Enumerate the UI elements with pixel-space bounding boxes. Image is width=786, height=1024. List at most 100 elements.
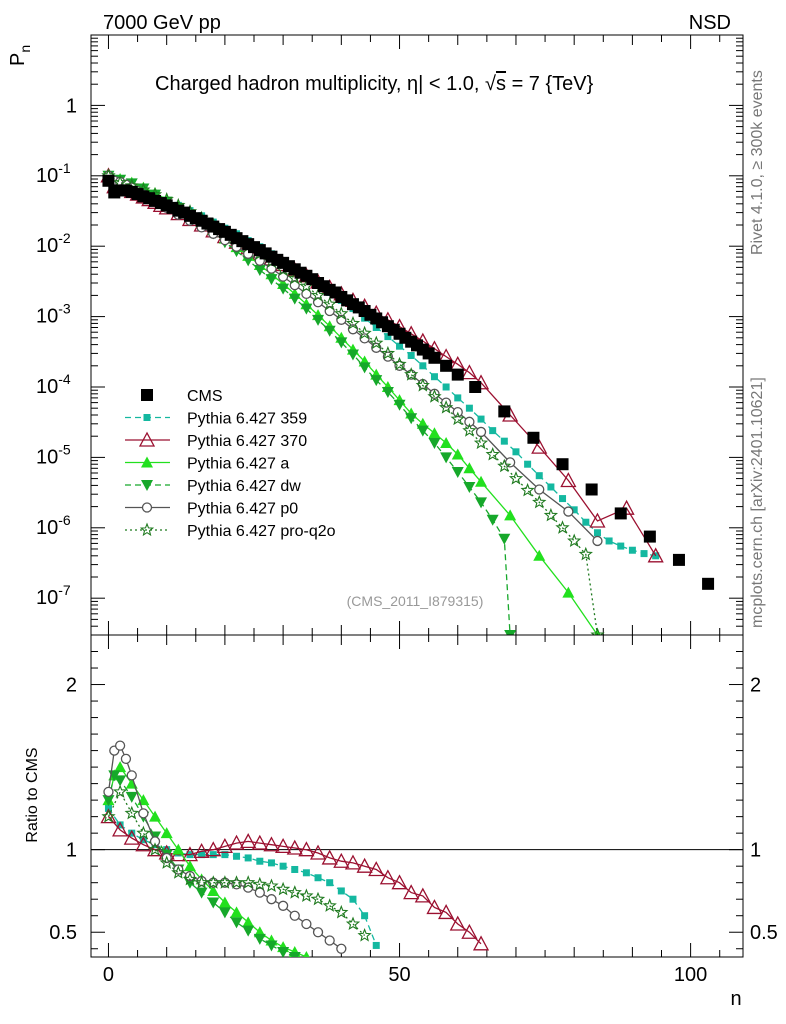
top-point-pdw-68 [498,533,511,545]
top-point-pa-84 [594,629,601,635]
bottom-point-pdw-30 [277,947,290,957]
bottom-point-p370-6 [135,836,152,852]
top-point-pa-64 [475,475,488,487]
plot-title: Charged hadron multiplicity, η| < 1.0, √… [155,73,594,95]
bottom-point-pp0-32 [289,910,300,921]
tick-base: 10 [36,165,58,187]
bottom-point-ppq2o-18 [206,875,221,889]
top-point-pa-79 [562,586,575,598]
bottom-point-p370-38 [321,849,338,865]
bottom-point-pp0-14 [184,870,196,882]
top-point-cms-73 [527,431,540,444]
bottom-point-pa-8 [149,810,162,822]
top-point-ppq2o-60 [450,411,465,426]
top-point-p370-94 [647,547,664,563]
bottom-point-p370-64 [472,935,490,951]
top-point-pdw-28 [265,274,278,286]
bottom-point-p370-32 [286,839,303,855]
top-point-pdw-34 [300,303,313,315]
bottom-point-p370-50 [391,874,408,890]
bottom-point-p359-46 [372,941,380,949]
top-point-pa-58 [440,437,453,449]
top-point-ppq2o-56 [427,389,442,403]
top-point-p359-48 [384,333,392,341]
top-point-ppq2o-80 [567,533,582,547]
top-series-p370 [100,167,664,563]
bottom-point-p359-20 [221,851,229,859]
bottom-point-ppq2o-2 [112,784,128,798]
bottom-point-ppq2o-4 [124,805,139,820]
legend-entry-ppq2o: Pythia 6.427 pro-q2o [125,522,336,540]
bottom-point-pdw-28 [265,940,278,952]
top-point-pdw-56 [428,438,441,450]
bottom-point-p370-24 [240,833,257,849]
ratio-tick-label-right-2: 2 [750,675,761,697]
bottom-point-pp0-8 [149,836,161,847]
legend-marker-p370 [138,431,156,447]
top-point-ppq2o-66 [485,446,500,461]
top-point-pdw-46 [370,375,383,387]
mcplots-label: mcplots.cern.ch [arXiv:2401.10621] [749,377,766,628]
top-point-p359-50 [396,342,404,350]
x-tick-labels: 0 50 100 [103,964,707,986]
top-point-ppq2o-70 [508,471,524,485]
top-point-p359-60 [454,394,462,402]
top-point-pdw-69 [504,630,517,635]
legend-label-pa: Pythia 6.427 a [187,456,289,473]
top-line-pa [108,175,599,635]
bottom-point-pdw-22 [230,917,243,929]
x-axis-label: n [730,988,741,1010]
bottom-point-pa-20 [218,896,231,908]
bottom-point-ppq2o-42 [345,916,361,931]
bottom-point-p359-40 [337,887,345,895]
top-point-ppq2o-76 [543,507,559,522]
top-point-cms-58 [440,359,453,372]
ratio-tick-label-0.5: 0.5 [49,922,77,944]
top-point-pdw-64 [475,497,488,509]
top-point-p359-84 [593,529,601,537]
top-point-p359-80 [570,506,578,514]
top-y-tick-label--6: 10-6 [36,512,71,539]
bottom-point-p370-42 [344,854,362,870]
bottom-point-pp0-26 [254,887,265,898]
bottom-point-pdw-4 [125,791,138,803]
bottom-point-pdw-0 [102,795,115,807]
bottom-point-p370-44 [356,857,373,873]
top-point-pa-69 [504,509,517,521]
top-point-pdw-52 [405,413,418,425]
bottom-series-p370 [100,808,490,951]
top-point-ppq2o-42 [345,315,361,330]
ratio-y-axis-label: Ratio to CMS [24,747,41,842]
bottom-point-ppq2o-28 [264,878,279,893]
top-point-p359-74 [535,472,543,480]
top-point-p359-82 [582,518,590,526]
bottom-point-pa-24 [242,916,255,928]
top-y-tick-label-1: 1 [66,95,77,117]
top-point-ppq2o-54 [415,377,430,392]
legend-label-pp0: Pythia 6.427 p0 [187,501,298,518]
top-point-ppq2o-64 [473,435,489,450]
ratio-tick-label-2: 2 [66,675,77,697]
bottom-point-p370-4 [123,829,140,845]
top-point-p359-54 [419,362,427,370]
bottom-point-pa-18 [207,884,220,896]
bottom-point-pa-12 [172,843,185,855]
top-line-p359 [108,175,656,557]
bottom-panel: 0.5 1 2 0.5 1 2 0 50 100 Ratio to CMS n [24,634,778,1010]
top-series-ppq2o [101,168,605,635]
top-point-pdw-58 [440,452,453,464]
bottom-point-pa-22 [230,906,243,918]
bottom-point-ppq2o-30 [275,881,291,896]
top-line-ppq2o [108,175,599,635]
top-point-cms-78 [556,458,569,471]
analysis-id-label: (CMS_2011_I879315) [347,593,484,609]
top-point-ppq2o-62 [462,423,477,437]
bottom-series-pa [102,761,310,957]
tick-exponent: -5 [58,441,71,457]
legend-entry-p370: Pythia 6.427 370 [125,431,307,450]
tick-base: 10 [36,376,58,398]
top-point-ppq2o-36 [310,287,326,302]
top-point-p359-90 [628,546,636,554]
top-y-tick-label--4: 10-4 [36,371,71,398]
